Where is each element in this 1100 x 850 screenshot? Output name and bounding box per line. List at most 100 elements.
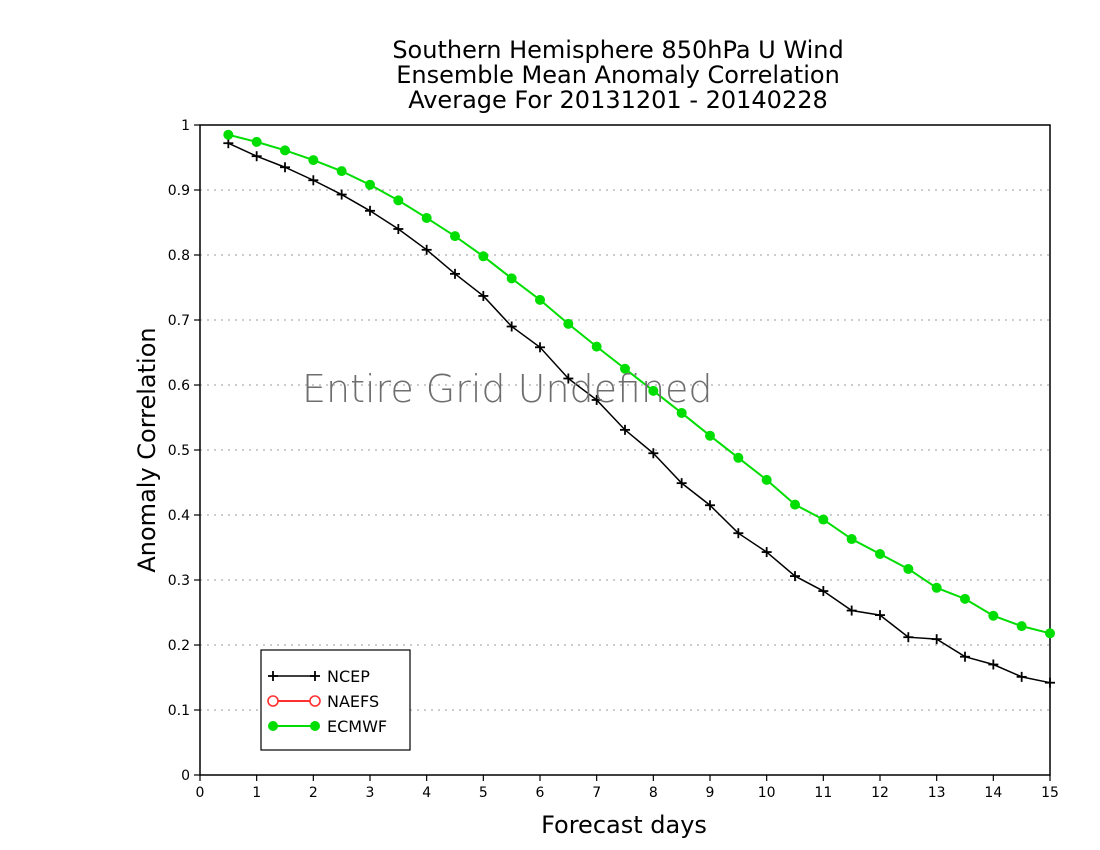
x-tick-label: 1 — [252, 785, 261, 801]
data-point-ncep — [620, 424, 630, 435]
series-lines — [223, 129, 1055, 688]
x-tick-label: 3 — [366, 785, 375, 801]
x-tick-label: 14 — [984, 785, 1002, 801]
chart-title: Southern Hemisphere 850hPa U WindEnsembl… — [392, 36, 843, 114]
y-tick-label: 0 — [181, 768, 190, 784]
x-axis-label: Forecast days — [541, 811, 707, 839]
data-point-ecmwf — [875, 549, 885, 559]
x-tick-label: 6 — [536, 785, 545, 801]
data-point-ecmwf — [1045, 628, 1055, 639]
data-point-ncep — [790, 571, 800, 582]
y-axis-label: Anomaly Correlation — [133, 327, 161, 572]
data-point-ncep — [1045, 677, 1055, 688]
title-line-2: Ensemble Mean Anomaly Correlation — [396, 61, 840, 89]
data-point-ncep — [478, 290, 489, 301]
x-tick-label: 0 — [196, 785, 205, 801]
data-point-ncep — [818, 586, 829, 597]
data-point-ecmwf — [676, 407, 687, 418]
data-point-ncep — [988, 659, 999, 670]
y-tick-label: 0.5 — [168, 443, 190, 459]
title-line-1: Southern Hemisphere 850hPa U Wind — [392, 36, 843, 64]
data-point-ecmwf — [506, 273, 517, 284]
legend-marker-naefs — [267, 695, 279, 707]
data-point-ncep — [761, 547, 772, 558]
legend-marker-ecmwf — [310, 721, 320, 731]
data-point-ncep — [393, 224, 404, 234]
data-point-ecmwf — [846, 534, 857, 545]
data-point-ecmwf — [790, 499, 800, 510]
data-point-ecmwf — [648, 385, 659, 396]
x-tick-label: 2 — [309, 785, 318, 801]
legend-marker-ncep — [268, 671, 278, 681]
x-tick-label: 12 — [871, 785, 889, 801]
x-tick-label: 5 — [479, 785, 488, 801]
undefined-grid-annotation: Entire Grid Undefined — [302, 367, 713, 411]
x-tick-label: 13 — [928, 785, 946, 801]
data-point-ncep — [563, 373, 574, 384]
data-point-ecmwf — [478, 251, 489, 262]
data-point-ncep — [648, 448, 659, 459]
legend-label-ecmwf: ECMWF — [327, 717, 387, 736]
y-tick-label: 0.3 — [168, 573, 190, 589]
data-point-ncep — [903, 632, 914, 643]
data-point-ncep — [1016, 671, 1027, 682]
y-tick-label: 0.8 — [168, 248, 190, 264]
data-point-ecmwf — [903, 563, 914, 574]
x-tick-label: 9 — [706, 785, 715, 801]
x-tick-label: 11 — [814, 785, 832, 801]
axis-ticks: 00.10.20.30.40.50.60.70.80.910 1 2 3 4 5 6 7 8 9 1… — [168, 118, 1059, 801]
data-point-ncep — [308, 175, 319, 186]
data-point-ecmwf — [761, 474, 772, 485]
x-tick-label: 8 — [649, 785, 658, 801]
data-point-ncep — [960, 651, 970, 662]
legend-marker-ecmwf — [268, 721, 278, 731]
data-point-ncep — [450, 268, 460, 279]
data-point-ncep — [365, 205, 375, 216]
data-point-ecmwf — [251, 136, 262, 147]
data-point-ecmwf — [818, 514, 829, 525]
data-point-ecmwf — [620, 363, 630, 374]
data-point-ncep — [875, 610, 885, 621]
data-point-ecmwf — [365, 179, 375, 190]
x-tick-label: 4 — [422, 785, 431, 801]
data-point-ncep — [223, 138, 234, 149]
y-tick-label: 0.4 — [168, 508, 190, 524]
legend-marker-ncep — [310, 671, 320, 681]
data-point-ncep — [733, 528, 744, 539]
y-tick-label: 0.1 — [168, 703, 190, 719]
series-line-ecmwf — [228, 133, 1051, 635]
data-point-ncep — [336, 189, 347, 200]
y-tick-label: 0.2 — [168, 638, 190, 654]
x-tick-label: 10 — [758, 785, 776, 801]
data-point-ecmwf — [421, 212, 432, 223]
data-point-ncep — [676, 478, 687, 489]
x-tick-label: 15 — [1041, 785, 1059, 801]
y-tick-label: 0.9 — [168, 183, 190, 199]
x-tick-label: 7 — [592, 785, 601, 801]
data-point-ecmwf — [393, 195, 404, 206]
data-point-ecmwf — [336, 166, 347, 177]
data-point-ncep — [421, 244, 432, 255]
y-tick-label: 0.6 — [168, 378, 190, 394]
y-tick-label: 1 — [181, 118, 190, 134]
data-point-ecmwf — [223, 129, 234, 140]
series-line-ncep — [228, 142, 1051, 684]
title-line-3: Average For 20131201 - 20140228 — [408, 86, 828, 114]
data-point-ecmwf — [308, 155, 319, 166]
data-point-ecmwf — [931, 582, 942, 593]
legend-marker-naefs — [309, 695, 321, 707]
data-point-ncep — [705, 500, 715, 511]
data-point-ecmwf — [1016, 621, 1027, 632]
legend-label-naefs: NAEFS — [327, 692, 379, 711]
data-point-ecmwf — [591, 341, 602, 352]
data-point-ecmwf — [960, 593, 970, 604]
data-point-ncep — [591, 394, 602, 405]
data-point-ncep — [251, 151, 262, 162]
legend: NCEP NAEFS ECMWF — [260, 649, 411, 751]
data-point-ncep — [280, 162, 290, 173]
data-point-ecmwf — [563, 318, 574, 329]
data-point-ncep — [506, 321, 517, 332]
y-tick-label: 0.7 — [168, 313, 190, 329]
legend-label-ncep: NCEP — [327, 667, 370, 686]
